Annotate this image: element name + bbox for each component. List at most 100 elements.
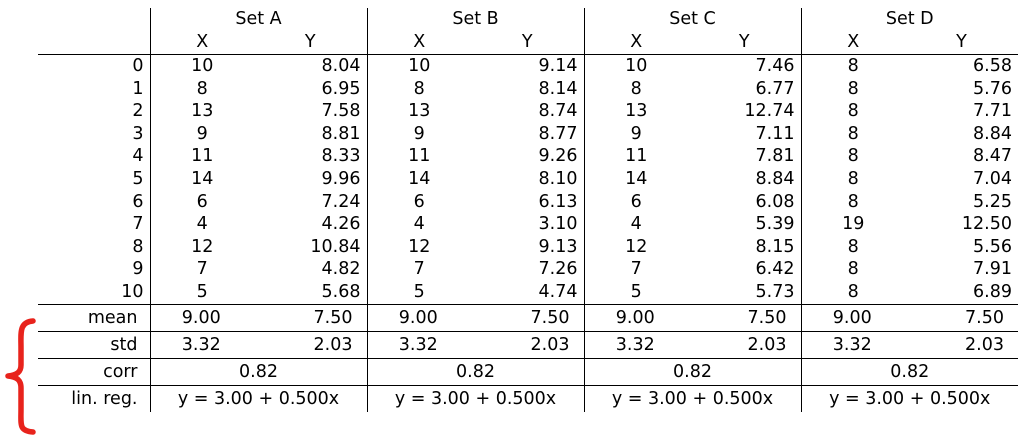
x-value-cell: 13 xyxy=(583,100,688,123)
x-value-cell: 9 xyxy=(366,122,471,146)
x-value-cell: 12 xyxy=(366,235,471,259)
y-value-cell: 5.25 xyxy=(973,191,1012,212)
std-value: 3.32 xyxy=(800,330,905,359)
corner-cell xyxy=(38,30,150,55)
y-value-cell: 6.77 xyxy=(755,78,795,99)
y-value-cell: 4.82 xyxy=(321,259,361,280)
row-index: 2 xyxy=(132,101,144,122)
std-row: std 3.32 2.03 3.32 2.03 3.32 2.03 3.32 2… xyxy=(38,330,1018,359)
data-rows: 0 10 8.04 10 9.14 10 7.46 8 6.58 1 8 6.95 8 8.14 8 6.77… xyxy=(38,54,1018,305)
y-value-cell: 4.74 xyxy=(538,281,578,302)
x-value-cell: 8 xyxy=(800,145,905,168)
y-value-cell: 7.11 xyxy=(755,123,795,144)
row-index: 0 xyxy=(132,56,144,76)
y-value-cell: 10.84 xyxy=(310,236,361,257)
y-header: Y xyxy=(254,30,367,55)
xy-header-row: X Y X Y X Y X Y xyxy=(38,30,1018,55)
row-label: corr xyxy=(38,357,150,386)
x-value-cell: 5 xyxy=(583,280,688,305)
y-value-cell: 8.15 xyxy=(755,236,795,257)
x-header: X xyxy=(800,30,905,55)
red-curly-brace-annotation xyxy=(5,318,36,435)
x-value-cell: 8 xyxy=(800,100,905,123)
x-value-cell: 4 xyxy=(583,213,688,236)
y-value-cell: 6.89 xyxy=(973,281,1012,302)
set-b-header: Set B xyxy=(366,8,584,30)
y-value-cell: 6.95 xyxy=(321,78,361,99)
mean-value: 9.00 xyxy=(800,303,905,332)
table-row: 2 13 7.58 13 8.74 13 12.74 8 7.71 xyxy=(38,100,1018,123)
y-value-cell: 8.04 xyxy=(321,56,361,76)
row-index: 1 xyxy=(132,78,144,99)
linreg-value: y = 3.00 + 0.500x xyxy=(583,384,801,412)
linreg-value: y = 3.00 + 0.500x xyxy=(366,384,584,412)
y-value-cell: 8.10 xyxy=(538,168,578,189)
x-value-cell: 9 xyxy=(583,122,688,146)
x-value-cell: 8 xyxy=(800,54,905,78)
x-header: X xyxy=(149,30,254,55)
row-index: 3 xyxy=(132,123,144,144)
mean-value: 9.00 xyxy=(366,303,471,332)
x-value-cell: 13 xyxy=(366,100,471,123)
row-label: std xyxy=(38,330,150,359)
corr-row: corr 0.82 0.82 0.82 0.82 xyxy=(38,357,1018,386)
mean-row: mean 9.00 7.50 9.00 7.50 9.00 7.50 9.00 … xyxy=(38,303,1018,332)
x-value-cell: 4 xyxy=(149,213,254,236)
y-value-cell: 6.58 xyxy=(973,56,1012,76)
table-row: 7 4 4.26 4 3.10 4 5.39 19 12.50 xyxy=(38,213,1018,236)
x-value-cell: 12 xyxy=(583,235,688,259)
x-value-cell: 6 xyxy=(366,190,471,214)
x-value-cell: 7 xyxy=(149,258,254,281)
y-header: Y xyxy=(471,30,584,55)
y-header: Y xyxy=(688,30,801,55)
x-value-cell: 4 xyxy=(366,213,471,236)
x-value-cell: 8 xyxy=(800,167,905,191)
y-value-cell: 9.26 xyxy=(538,146,578,167)
table-row: 3 9 8.81 9 8.77 9 7.11 8 8.84 xyxy=(38,122,1018,146)
mean-value: 9.00 xyxy=(583,303,688,332)
corr-value: 0.82 xyxy=(149,357,367,386)
y-value-cell: 5.73 xyxy=(755,281,795,302)
set-header-row: Set A Set B Set C Set D xyxy=(38,8,1018,30)
table-row: 1 8 6.95 8 8.14 8 6.77 8 5.76 xyxy=(38,77,1018,101)
y-value-cell: 7.71 xyxy=(973,101,1012,122)
std-value: 2.03 xyxy=(905,330,1018,359)
y-value-cell: 3.10 xyxy=(538,214,578,235)
summary-stats: mean 9.00 7.50 9.00 7.50 9.00 7.50 9.00 … xyxy=(38,303,1018,412)
std-value: 2.03 xyxy=(254,330,367,359)
x-value-cell: 8 xyxy=(583,77,688,101)
corr-value: 0.82 xyxy=(800,357,1018,386)
anscombe-quartet-table: Set A Set B Set C Set D X Y X Y X Y X Y … xyxy=(38,8,1018,412)
table-row: 5 14 9.96 14 8.10 14 8.84 8 7.04 xyxy=(38,167,1018,191)
row-index: 8 xyxy=(132,236,144,257)
mean-value: 9.00 xyxy=(149,303,254,332)
row-index: 10 xyxy=(121,281,144,302)
y-value-cell: 7.26 xyxy=(538,259,578,280)
y-value-cell: 12.74 xyxy=(744,101,795,122)
x-value-cell: 14 xyxy=(366,167,471,191)
table-row: 9 7 4.82 7 7.26 7 6.42 8 7.91 xyxy=(38,258,1018,281)
x-value-cell: 10 xyxy=(366,54,471,78)
x-header: X xyxy=(366,30,471,55)
row-index: 4 xyxy=(132,146,144,167)
row-index: 7 xyxy=(132,214,144,235)
x-value-cell: 6 xyxy=(149,190,254,214)
std-value: 3.32 xyxy=(366,330,471,359)
x-value-cell: 8 xyxy=(800,258,905,281)
table-row: 6 6 7.24 6 6.13 6 6.08 8 5.25 xyxy=(38,190,1018,214)
set-c-header: Set C xyxy=(583,8,801,30)
corner-cell xyxy=(38,8,150,30)
x-value-cell: 8 xyxy=(800,77,905,101)
y-value-cell: 4.26 xyxy=(321,214,361,235)
x-value-cell: 8 xyxy=(800,280,905,305)
y-value-cell: 12.50 xyxy=(961,214,1012,235)
y-value-cell: 8.47 xyxy=(973,146,1012,167)
set-a-header: Set A xyxy=(149,8,367,30)
x-header: X xyxy=(583,30,688,55)
y-value-cell: 5.56 xyxy=(973,236,1012,257)
y-value-cell: 7.58 xyxy=(321,101,361,122)
corr-value: 0.82 xyxy=(583,357,801,386)
y-value-cell: 7.04 xyxy=(973,168,1012,189)
row-label: lin. reg. xyxy=(38,384,150,412)
mean-value: 7.50 xyxy=(905,303,1018,332)
